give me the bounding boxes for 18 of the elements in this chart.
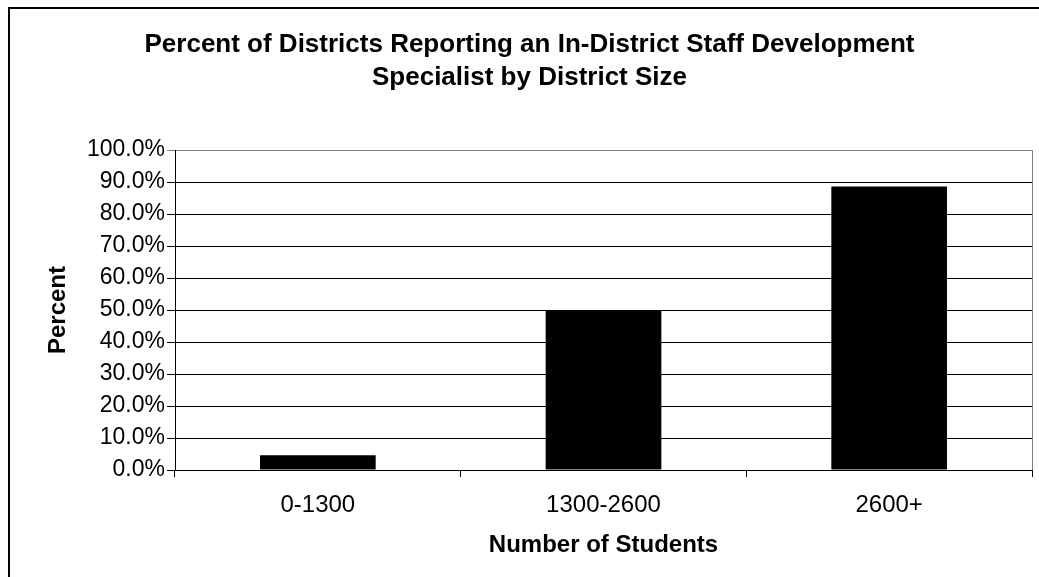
y-tick-label: 30.0% [99,359,165,386]
y-tick-label: 60.0% [99,263,165,290]
x-tick-label: 1300-2600 [546,490,661,518]
y-tick-label: 90.0% [99,167,165,194]
chart-title: Percent of Districts Reporting an In-District Staff Development Specialist by District Size [144,28,915,92]
x-tick-label: 0-1300 [280,490,356,518]
y-axis-title: Percent [43,265,71,355]
y-tick-label: 0.0% [112,455,165,482]
y-tick-label: 20.0% [99,391,165,418]
y-tick-label: 40.0% [99,327,165,354]
y-tick-label: 100.0% [86,135,165,162]
y-tick-label: 50.0% [99,295,165,322]
bar [259,455,376,470]
y-tick-label: 10.0% [99,423,165,450]
y-tick-label: 70.0% [99,231,165,258]
x-tick-label: 2600+ [855,490,923,518]
x-axis-title: Number of Students [488,530,719,558]
y-tick-label: 80.0% [99,199,165,226]
